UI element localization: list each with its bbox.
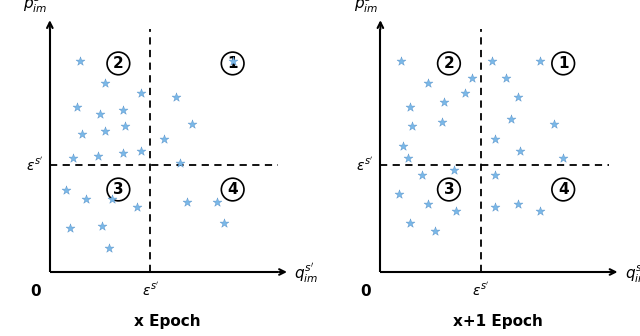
Point <box>506 117 516 122</box>
Point <box>394 192 404 197</box>
Point <box>77 131 87 136</box>
Point <box>513 201 523 207</box>
Text: x Epoch: x Epoch <box>134 314 201 329</box>
Point <box>487 58 497 64</box>
Text: $p_{im}^{s'}$: $p_{im}^{s'}$ <box>354 0 378 15</box>
Point <box>118 107 128 112</box>
Text: 2: 2 <box>113 56 124 71</box>
Point <box>95 112 105 117</box>
Point <box>97 223 108 228</box>
Point <box>501 75 511 81</box>
Point <box>513 95 523 100</box>
Point <box>535 209 545 214</box>
Point <box>467 75 477 81</box>
Point <box>396 58 406 64</box>
Text: $p_{im}^{s'}$: $p_{im}^{s'}$ <box>23 0 47 15</box>
Text: 0: 0 <box>360 284 371 299</box>
Text: 0: 0 <box>30 284 41 299</box>
Point <box>100 80 110 86</box>
Point <box>68 155 78 161</box>
Point <box>81 197 92 202</box>
Text: 4: 4 <box>227 182 238 197</box>
Text: $\varepsilon^{s'}$: $\varepsilon^{s'}$ <box>26 157 43 174</box>
Point <box>228 58 238 64</box>
Point <box>449 167 459 173</box>
Point <box>104 245 115 250</box>
Point <box>405 104 415 110</box>
Point <box>423 201 433 207</box>
Point <box>61 187 71 192</box>
Point <box>136 90 147 95</box>
Point <box>439 99 449 105</box>
Text: 1: 1 <box>558 56 568 71</box>
Point <box>72 104 83 110</box>
Point <box>430 228 440 234</box>
Point <box>437 119 447 124</box>
Point <box>407 124 417 129</box>
Text: 1: 1 <box>227 56 238 71</box>
Point <box>74 58 84 64</box>
Text: $q_{im}^{s'}$: $q_{im}^{s'}$ <box>294 261 319 285</box>
Text: $\varepsilon^{s'}$: $\varepsilon^{s'}$ <box>472 282 490 299</box>
Text: 2: 2 <box>444 56 454 71</box>
Point <box>417 172 427 178</box>
Point <box>120 124 131 129</box>
Point <box>490 172 500 178</box>
Point <box>451 209 461 214</box>
Point <box>106 197 116 202</box>
Text: x+1 Epoch: x+1 Epoch <box>453 314 543 329</box>
Point <box>118 151 128 156</box>
Point <box>93 153 103 158</box>
Text: 4: 4 <box>558 182 568 197</box>
Point <box>398 143 408 149</box>
Point <box>558 155 568 161</box>
Text: 3: 3 <box>113 182 124 197</box>
Point <box>405 221 415 226</box>
Text: $q_{im}^{s'}$: $q_{im}^{s'}$ <box>625 261 640 285</box>
Point <box>403 155 413 161</box>
Point <box>490 204 500 209</box>
Point <box>186 121 196 127</box>
Point <box>65 226 76 231</box>
Point <box>460 90 470 95</box>
Point <box>535 58 545 64</box>
Point <box>218 221 228 226</box>
Point <box>549 121 559 127</box>
Point <box>159 136 169 141</box>
Point <box>212 199 222 204</box>
Point <box>100 129 110 134</box>
Point <box>423 80 433 86</box>
Point <box>175 160 185 166</box>
Text: $\varepsilon^{s'}$: $\varepsilon^{s'}$ <box>141 282 159 299</box>
Point <box>136 148 147 154</box>
Point <box>170 95 180 100</box>
Point <box>182 199 192 204</box>
Point <box>490 136 500 141</box>
Text: 3: 3 <box>444 182 454 197</box>
Text: $\varepsilon^{s'}$: $\varepsilon^{s'}$ <box>356 157 374 174</box>
Point <box>132 204 142 209</box>
Point <box>515 148 525 154</box>
